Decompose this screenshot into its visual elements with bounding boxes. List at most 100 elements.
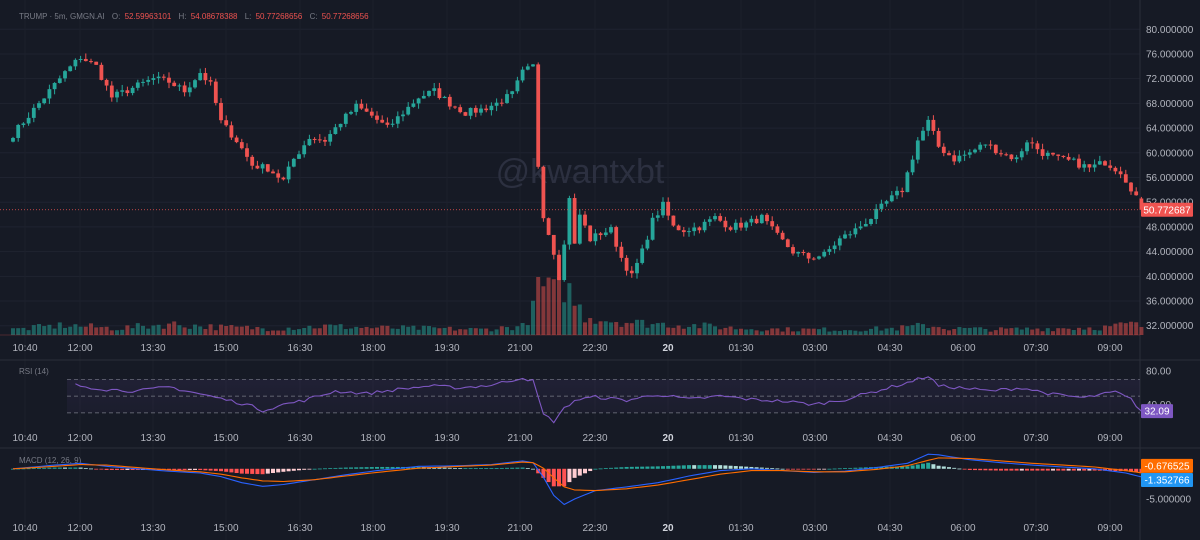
candle-body — [276, 173, 281, 178]
candle-body — [68, 66, 73, 72]
volume-bar — [765, 330, 769, 335]
volume-bar — [442, 327, 447, 335]
candle-body — [271, 171, 275, 174]
macd-hist-bar — [624, 466, 629, 469]
volume-bar — [629, 323, 634, 335]
volume-bar — [63, 327, 67, 335]
volume-bar — [941, 328, 946, 335]
candle-body — [583, 214, 587, 226]
volume-bar — [806, 328, 811, 335]
price-tick-label: 48.000000 — [1146, 222, 1194, 233]
macd-hist-bar — [1061, 468, 1066, 471]
macd-hist-bar — [1108, 468, 1113, 471]
candle-body — [973, 149, 977, 153]
candle-body — [297, 154, 301, 159]
volume-bar — [718, 329, 723, 335]
macd-hist-bar — [650, 466, 655, 469]
macd-hist-bar — [109, 468, 114, 470]
volume-bar — [583, 322, 587, 335]
candle-body — [676, 225, 681, 231]
candle-body — [988, 144, 993, 146]
volume-bar — [869, 328, 873, 335]
volume-bar — [999, 327, 1003, 335]
candle-body — [785, 239, 790, 248]
time-tick-label: 16:30 — [287, 523, 312, 534]
macd-hist-bar — [785, 468, 790, 470]
candle-body — [135, 82, 140, 88]
candle-body — [1087, 164, 1092, 168]
volume-bar — [858, 331, 863, 335]
candle-body — [234, 137, 239, 143]
volume-bar — [1025, 327, 1029, 335]
rsi-title: RSI (14) — [19, 367, 49, 376]
macd-hist-bar — [978, 468, 983, 471]
macd-hist-bar — [172, 468, 177, 470]
volume-bar — [759, 331, 764, 335]
candle-body — [978, 144, 983, 150]
volume-bar — [905, 326, 910, 335]
macd-hist-bar — [57, 467, 62, 469]
macd-hist-bar — [557, 468, 561, 487]
volume-bar — [78, 326, 83, 335]
volume-bar — [687, 326, 691, 335]
candle-body — [1118, 171, 1123, 175]
macd-hist-bar — [531, 468, 535, 470]
rsi-line — [75, 376, 1142, 424]
volume-bar — [666, 327, 671, 335]
volume-bar — [411, 325, 416, 335]
candle-body — [208, 80, 213, 82]
time-tick-label: 22:30 — [582, 343, 607, 354]
volume-bar — [167, 323, 171, 335]
volume-bar — [551, 279, 556, 335]
candle-body — [655, 215, 660, 218]
candle-body — [1066, 156, 1071, 160]
macd-tick-label: -5.000000 — [1146, 495, 1191, 506]
candle-body — [260, 164, 265, 169]
time-axis-main[interactable]: 10:40 12:00 13:30 15:00 16:30 18:00 19:30 21:00… — [12, 343, 1122, 354]
candle-body — [364, 108, 369, 112]
candle-body — [952, 155, 957, 162]
time-tick-label: 06:00 — [950, 343, 975, 354]
macd-hist-bar — [562, 468, 567, 487]
time-tick-label: 19:30 — [434, 433, 459, 444]
volume-bar — [1004, 328, 1009, 335]
candle-body — [900, 190, 905, 193]
volume-bar — [250, 329, 255, 335]
volume-bar — [47, 324, 52, 335]
volume-bar — [489, 331, 494, 335]
macd-hist-bar — [967, 468, 972, 470]
candlesticks[interactable] — [11, 53, 1144, 282]
candle-body — [167, 77, 171, 83]
candle-body — [827, 249, 832, 252]
candle-body — [541, 166, 546, 219]
candle-body — [1129, 182, 1133, 192]
volume-bar — [733, 329, 738, 335]
price-tick-label: 32.000000 — [1146, 321, 1194, 332]
price-tick-label: 36.000000 — [1146, 297, 1194, 308]
candle-body — [624, 257, 629, 271]
candle-body — [484, 108, 489, 111]
volume-bar — [1129, 321, 1133, 335]
volume-bar — [182, 327, 187, 335]
macd-hist-bar — [359, 467, 364, 469]
macd-hist-bar — [666, 465, 671, 469]
macd-hist-bar — [770, 468, 775, 469]
macd-hist-bar — [1077, 468, 1081, 471]
volume-bar — [796, 331, 801, 335]
candle-body — [359, 103, 364, 109]
macd-hist-bar — [11, 468, 15, 470]
candle-body — [905, 172, 910, 193]
volume-bar — [447, 326, 452, 335]
volume-bar — [177, 325, 182, 335]
macd-hist-bar — [791, 468, 795, 470]
time-tick-label: 12:00 — [67, 523, 92, 534]
volume-bar — [21, 327, 26, 335]
time-tick-label: 18:00 — [360, 523, 385, 534]
candle-body — [551, 234, 556, 255]
candle-body — [1004, 154, 1009, 156]
candle-body — [593, 233, 598, 242]
time-axis-macd: 10:40 12:00 13:30 15:00 16:30 18:00 19:30 21:00… — [12, 523, 1122, 534]
legend-low-label: L: — [245, 12, 252, 21]
volume-bar — [785, 327, 790, 335]
